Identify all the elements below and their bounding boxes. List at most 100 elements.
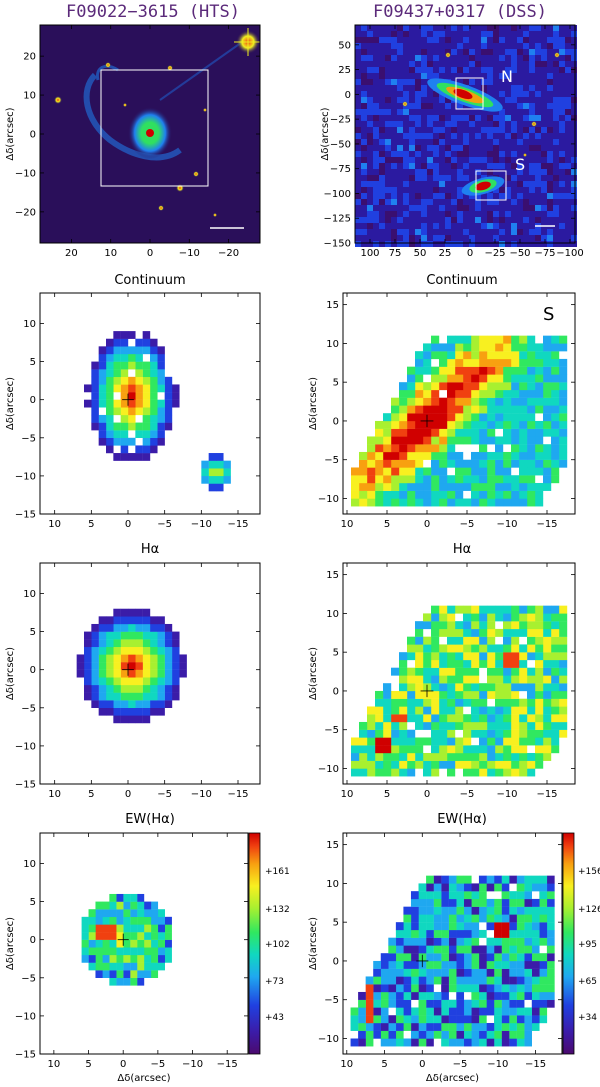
xtick-label-top-right-4: 0 [467, 248, 473, 259]
map-cont-right [351, 335, 568, 507]
xtick-label-top-left-3: −10 [179, 248, 200, 259]
ytick-label-ew-right-0: 15 [326, 840, 339, 851]
ylabel-ew-left: Δδ(arcsec) [5, 917, 16, 970]
xtick-label-ha-right-0: 10 [341, 789, 354, 800]
ylabel-ha-right: Δδ(arcsec) [308, 647, 319, 700]
xtick-label-top-left-0: 20 [65, 248, 78, 259]
ytick-label-ha-left-4: −10 [15, 741, 36, 752]
ytick-label-cont-right-4: −5 [324, 455, 339, 466]
xtick-label-ew-right-4: −10 [487, 1059, 508, 1070]
ytick-label-cont-right-3: 0 [333, 416, 339, 427]
xtick-label-cont-left-3: −5 [157, 519, 172, 530]
ytick-label-top-right-0: 50 [338, 40, 351, 51]
xtick-label-ha-left-3: −5 [157, 789, 172, 800]
ytick-label-top-left-2: 0 [30, 130, 36, 141]
panel-title-ew-right: EW(Hα) [437, 812, 487, 827]
xtick-label-ew-left-0: 10 [47, 1059, 60, 1070]
xtick-label-top-right-5: −25 [484, 248, 505, 259]
xtick-label-ew-left-5: −15 [217, 1059, 238, 1070]
xtick-label-ha-right-1: 5 [384, 789, 390, 800]
xtick-label-cont-right-2: 0 [424, 519, 430, 530]
map-panels [76, 331, 568, 1047]
ytick-label-cont-right-1: 10 [326, 339, 339, 350]
ytick-label-top-right-2: 0 [345, 90, 351, 101]
ytick-label-cont-left-0: 10 [23, 319, 36, 330]
frame-cont-left [39, 292, 261, 515]
xtick-label-ha-right-2: 0 [424, 789, 430, 800]
ytick-label-cont-left-2: 0 [30, 395, 36, 406]
ytick-label-top-right-6: −100 [324, 189, 351, 200]
ylabel-ha-left: Δδ(arcsec) [5, 647, 16, 700]
ytick-label-cont-left-4: −10 [15, 471, 36, 482]
frame-ha-left [39, 562, 261, 785]
ytick-label-ew-left-4: −10 [15, 1011, 36, 1022]
ytick-label-ha-right-0: 15 [326, 570, 339, 581]
box-south [475, 170, 507, 201]
marker-north: N [501, 67, 513, 86]
xtick-label-top-right-3: 25 [439, 248, 452, 259]
map-ew-left [81, 893, 172, 986]
ytick-label-ha-left-0: 10 [23, 589, 36, 600]
xtick-label-ha-left-4: −10 [191, 789, 212, 800]
panel-title-ew-left: EW(Hα) [125, 812, 175, 827]
xtick-label-ha-right-3: −5 [460, 789, 475, 800]
marker-south: S [515, 155, 525, 174]
panel-title-cont-left: Continuum [114, 273, 185, 288]
panel-title-top-right: F09437+0317 (DSS) [373, 2, 547, 22]
ytick-label-top-left-3: −10 [15, 168, 36, 179]
xtick-label-ha-right-5: −15 [536, 789, 557, 800]
ytick-label-top-right-8: −150 [324, 239, 351, 250]
ytick-label-ha-left-2: 0 [30, 665, 36, 676]
xtick-label-top-right-6: −50 [509, 248, 530, 259]
map-ew-right [350, 875, 555, 1047]
map-ha-left [76, 608, 187, 724]
ytick-label-top-right-7: −125 [324, 214, 351, 225]
image-panel-hst [39, 24, 261, 244]
ytick-label-top-right-5: −75 [330, 164, 351, 175]
xtick-label-ha-left-5: −15 [227, 789, 248, 800]
ytick-label-cont-right-5: −10 [318, 494, 339, 505]
xtick-label-top-right-8: −100 [556, 248, 583, 259]
corner-label-s: S [543, 304, 554, 325]
colorbar-left-label-2: +102 [265, 940, 290, 950]
xtick-label-cont-left-2: 0 [125, 519, 131, 530]
ytick-label-ha-right-3: 0 [333, 686, 339, 697]
xlabel-ew-left: Δδ(arcsec) [117, 1073, 170, 1084]
colorbar-left: +161 +132 +102 +73 +43 [248, 832, 290, 1055]
xtick-label-cont-left-0: 10 [48, 519, 61, 530]
frame-ew-right [342, 832, 563, 1055]
xtick-label-cont-right-3: −5 [460, 519, 475, 530]
ytick-label-ha-right-1: 10 [326, 609, 339, 620]
ytick-label-ew-left-1: 5 [30, 897, 36, 908]
xtick-label-ha-left-2: 0 [125, 789, 131, 800]
ytick-label-ha-left-1: 5 [30, 627, 36, 638]
xtick-label-top-left-2: 0 [147, 248, 153, 259]
ytick-label-ha-left-3: −5 [21, 703, 36, 714]
frame-ha-right [342, 562, 576, 785]
ylabel-ew-right: Δδ(arcsec) [308, 917, 319, 970]
ytick-label-top-right-3: −25 [330, 115, 351, 126]
ylabel-top-left: Δδ(arcsec) [5, 107, 16, 160]
xtick-label-ew-right-5: −15 [525, 1059, 546, 1070]
ytick-label-ew-left-2: 0 [30, 935, 36, 946]
map-cont-left [84, 331, 231, 492]
colorbar-right-label-4: +34 [578, 1013, 597, 1023]
ytick-label-ha-left-5: −15 [15, 780, 36, 791]
image-panel-dss: N S [354, 24, 577, 247]
panel-title-ha-left: Hα [141, 542, 159, 557]
xtick-label-top-right-2: 50 [414, 248, 427, 259]
ytick-label-ew-right-1: 10 [326, 879, 339, 890]
ytick-label-ha-right-4: −5 [324, 725, 339, 736]
ytick-label-ew-right-4: −5 [324, 995, 339, 1006]
panel-title-cont-right: Continuum [426, 273, 497, 288]
xtick-label-cont-left-5: −15 [227, 519, 248, 530]
xtick-label-ew-right-2: 0 [419, 1059, 425, 1070]
map-ha-right [351, 605, 568, 777]
colorbar-left-label-0: +161 [265, 867, 290, 877]
xtick-label-top-right-1: 75 [389, 248, 402, 259]
xtick-label-ew-right-1: 5 [381, 1059, 387, 1070]
colorbar-left-label-4: +43 [265, 1013, 284, 1023]
xlabel-ew-right: Δδ(arcsec) [426, 1073, 479, 1084]
ytick-label-top-right-4: −50 [330, 139, 351, 150]
ytick-label-ew-right-2: 5 [333, 918, 339, 929]
